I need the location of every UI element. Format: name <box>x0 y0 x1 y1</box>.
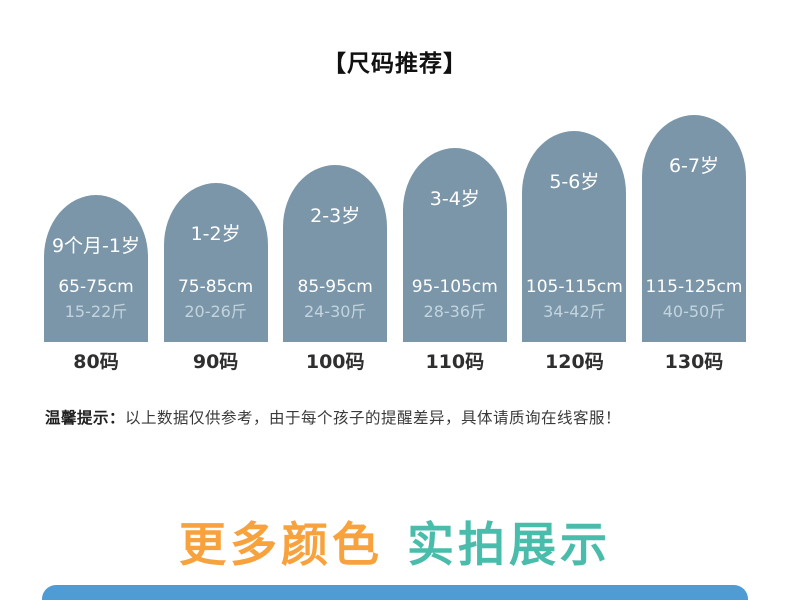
age-range-label: 5-6岁 <box>549 171 600 193</box>
weight-range-label: 15-22斤 <box>64 302 128 321</box>
size-chart: 9个月-1岁 65-75cm 15-22斤 1-2岁 75-85cm 20-26… <box>44 115 746 342</box>
size-code-label: 130码 <box>664 351 724 373</box>
height-range-label: 75-85cm <box>177 277 254 297</box>
size-column-120: 5-6岁 105-115cm 34-42斤 <box>522 131 627 342</box>
size-column-80: 9个月-1岁 65-75cm 15-22斤 <box>44 195 148 342</box>
height-range-label: 105-115cm <box>525 277 623 297</box>
height-range-label: 65-75cm <box>58 277 134 297</box>
size-column-130: 6-7岁 115-125cm 40-50斤 <box>641 115 746 342</box>
size-arch-100: 2-3岁 85-95cm 24-30斤 <box>283 165 388 342</box>
age-range-label: 1-2岁 <box>190 223 241 245</box>
warm-tip-text: 以上数据仅供参考，由于每个孩子的提醒差异，具体请质询在线客服！ <box>125 409 622 427</box>
age-range-label: 6-7岁 <box>668 155 719 177</box>
age-range-label: 2-3岁 <box>310 205 361 227</box>
size-arch-130: 6-7岁 115-125cm 40-50斤 <box>641 115 746 342</box>
warm-tip: 温馨提示：以上数据仅供参考，由于每个孩子的提醒差异，具体请质询在线客服！ <box>45 406 790 428</box>
age-range-label: 3-4岁 <box>429 188 480 210</box>
page-title: 【尺码推荐】 <box>323 51 467 77</box>
weight-range-label: 20-26斤 <box>184 302 247 321</box>
weight-range-label: 24-30斤 <box>303 302 367 321</box>
size-code-label: 120码 <box>545 351 604 373</box>
next-section-peek-bar <box>42 585 748 600</box>
weight-range-label: 40-50斤 <box>662 302 726 321</box>
size-code-label: 90码 <box>192 351 239 373</box>
size-arch-80: 9个月-1岁 65-75cm 15-22斤 <box>44 195 148 342</box>
footer-title: 更多颜色 实拍展示 <box>0 506 790 575</box>
size-column-110: 3-4岁 95-105cm 28-36斤 <box>402 148 507 342</box>
weight-range-label: 28-36斤 <box>423 302 487 321</box>
age-range-label: 9个月-1岁 <box>51 235 141 257</box>
height-range-label: 115-125cm <box>645 277 743 297</box>
size-column-100: 2-3岁 85-95cm 24-30斤 <box>283 165 388 342</box>
size-code-label: 110码 <box>425 351 485 373</box>
height-range-label: 95-105cm <box>411 277 498 297</box>
footer-more-colors: 更多颜色 <box>179 518 383 573</box>
size-arch-120: 5-6岁 105-115cm 34-42斤 <box>522 131 627 342</box>
size-arch-90: 1-2岁 75-85cm 20-26斤 <box>163 183 268 342</box>
size-code-label: 100码 <box>305 351 365 373</box>
footer-real-shots: 实拍展示 <box>407 518 611 573</box>
weight-range-label: 34-42斤 <box>543 302 606 321</box>
height-range-label: 85-95cm <box>297 277 373 297</box>
size-code-row: 80码 90码 100码 110码 120码 130码 <box>44 347 746 374</box>
warm-tip-label: 温馨提示： <box>45 409 126 427</box>
size-column-90: 1-2岁 75-85cm 20-26斤 <box>163 183 268 342</box>
size-arch-110: 3-4岁 95-105cm 28-36斤 <box>402 148 507 342</box>
size-code-label: 80码 <box>73 351 119 373</box>
